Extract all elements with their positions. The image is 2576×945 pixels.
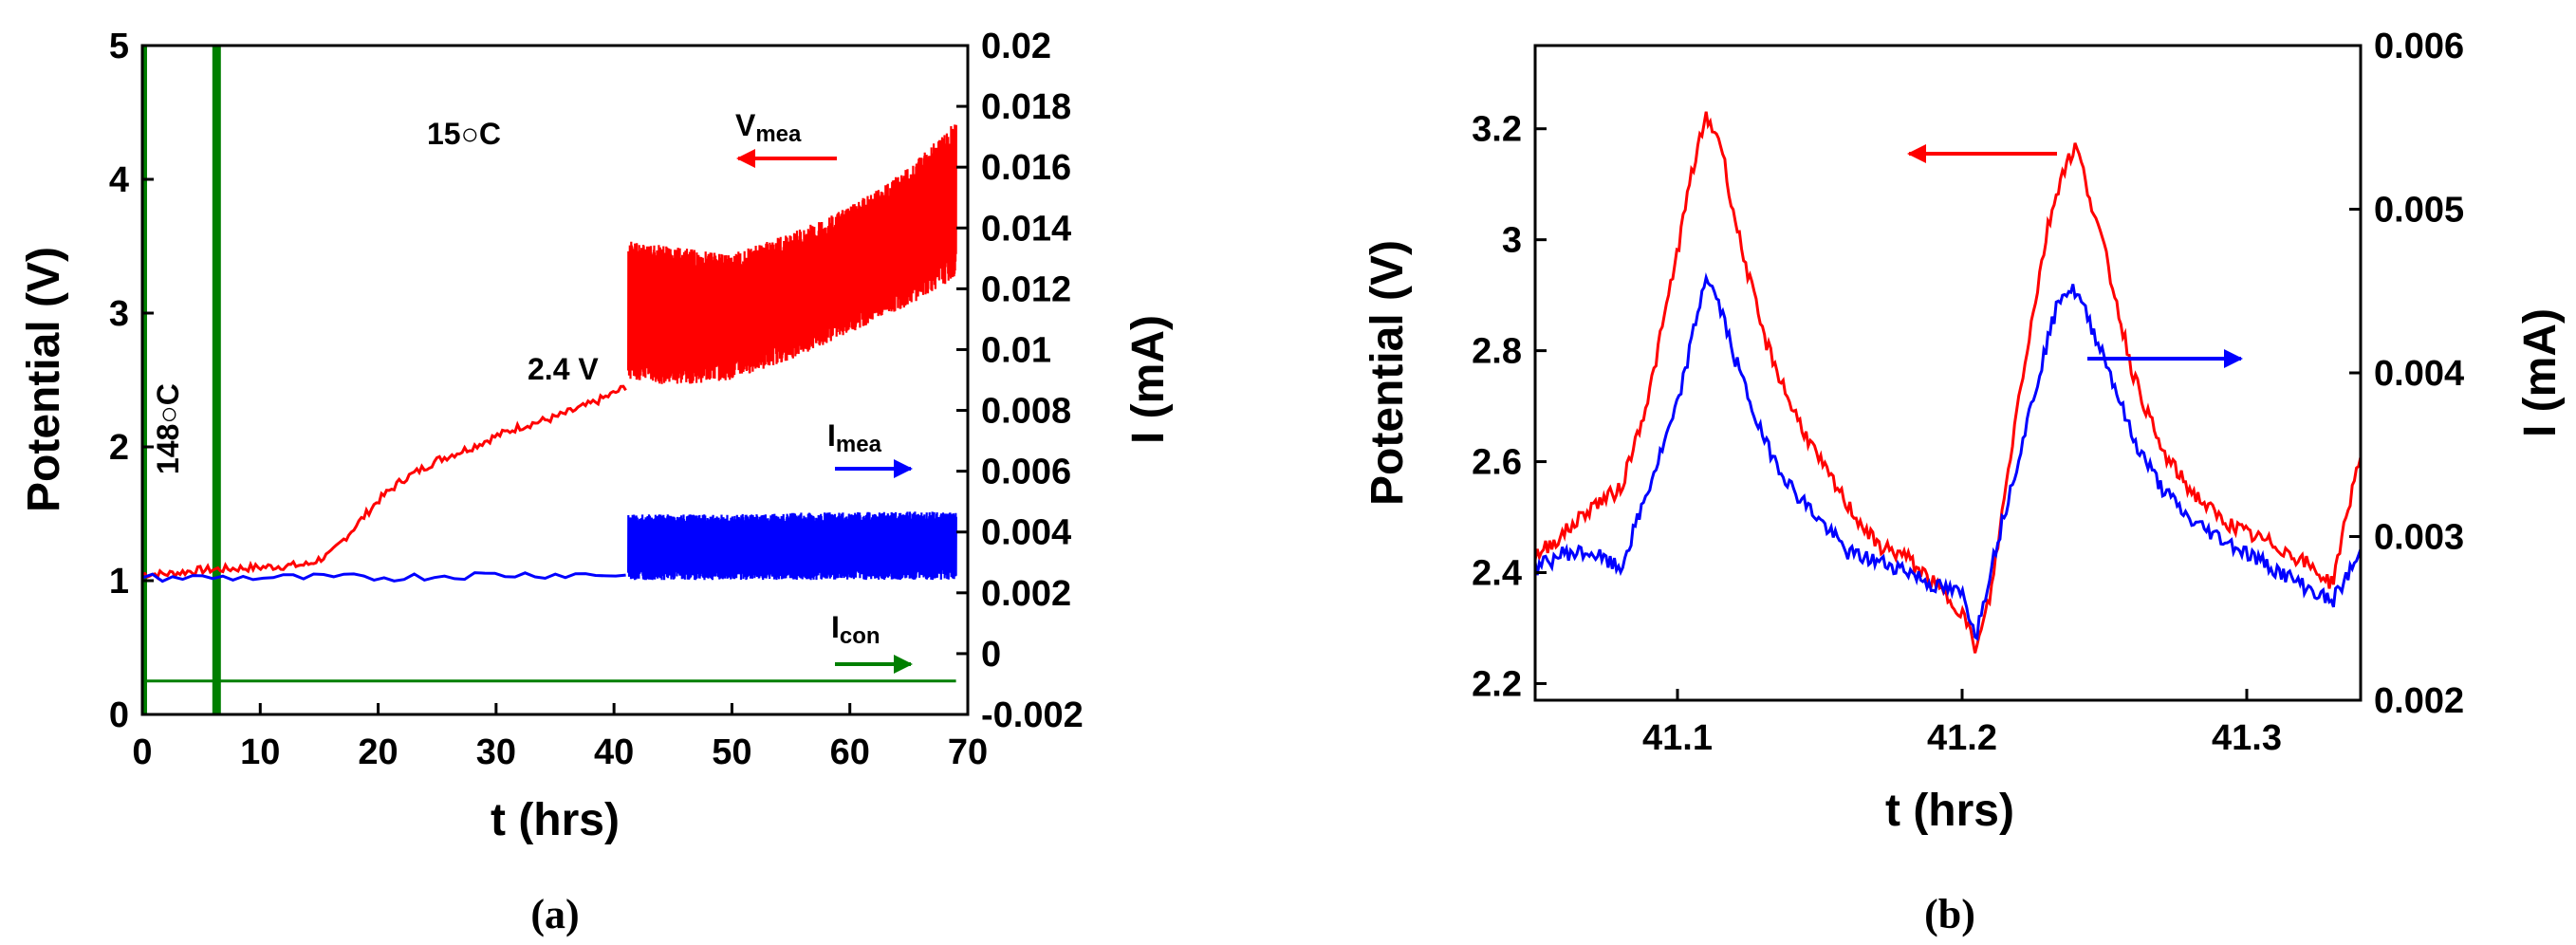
- panel-a-y2tick-label-2: 0.002: [981, 574, 1071, 614]
- panel-b-caption: (b): [1924, 891, 1975, 937]
- panel-a-xtick-label-3: 30: [476, 732, 516, 772]
- panel-a-xtick-label-0: 0: [132, 732, 152, 772]
- panel-b-ytick-label-3: 2.8: [1472, 332, 1522, 372]
- legend-icon-label: Icon: [831, 610, 880, 649]
- panel-a-ytick-label-4: 4: [109, 160, 129, 200]
- panel-a-xtick-label-6: 60: [830, 732, 870, 772]
- panel-a-y2tick-label-0: -0.002: [981, 695, 1084, 735]
- legend-icon: Icon: [831, 610, 913, 674]
- panel-b-ytick-label-0: 2.2: [1472, 664, 1522, 704]
- panel-a-xlabel: t (hrs): [491, 795, 620, 845]
- panel-a-ytick-label-0: 0: [109, 695, 129, 735]
- panel-a-y2tick-label-11: 0.02: [981, 27, 1051, 66]
- panel-a-xtick-label-4: 40: [594, 732, 634, 772]
- panel-b-ytick-label-5: 3.2: [1472, 110, 1522, 150]
- panel-b-plot: [1535, 111, 2361, 654]
- panel-a-ytick-label-3: 3: [109, 294, 129, 334]
- panel-a-y2tick-label-9: 0.016: [981, 148, 1071, 188]
- panel-b-y2label: I (mA): [2515, 308, 2566, 437]
- legend-vmea: Vmea: [735, 108, 837, 168]
- start-temperature-annotation: 148○C: [151, 383, 185, 474]
- panel-b-ticks: 2.2 2.4 2.6 2.8 3 3.2 0.002 0.003 0.004 0.005 0.00…: [1472, 27, 2464, 758]
- panel-b-y2tick-label-4: 0.006: [2374, 27, 2464, 66]
- panel-b-series-1-line: [1535, 271, 2361, 641]
- legend-imea: Imea: [827, 418, 913, 478]
- panel-a-xtick-label-5: 50: [712, 732, 751, 772]
- panel-a: 0 1 2 3 4 5 -0.002 0 0.002 0.004 0.006 0.008 0.01 0.0…: [19, 27, 1174, 937]
- panel-b-y2tick-label-1: 0.003: [2374, 518, 2464, 558]
- legend-vmea-label: Vmea: [735, 108, 802, 147]
- panel-a-y2tick-label-1: 0: [981, 635, 1001, 675]
- panel-a-plot: [142, 46, 957, 714]
- voltage-annotation: 2.4 V: [528, 352, 599, 386]
- panel-a-series-0-line: [142, 384, 627, 581]
- panel-a-xtick-label-2: 20: [358, 732, 398, 772]
- panel-b-xtick-label-1: 41.2: [1927, 718, 1997, 758]
- panel-a-y2tick-label-6: 0.01: [981, 330, 1051, 370]
- panel-a-series-2-line: [142, 571, 626, 584]
- panel-a-y2tick-label-10: 0.018: [981, 87, 1071, 127]
- panel-a-series-1-band: [627, 124, 957, 384]
- panel-b-ylabel: Potential (V): [1362, 240, 1413, 506]
- panel-b-xtick-label-0: 41.1: [1642, 718, 1713, 758]
- panel-a-frame: [140, 44, 970, 716]
- panel-b-series-0-line: [1535, 111, 2361, 654]
- panel-a-y2tick-label-8: 0.014: [981, 209, 1071, 249]
- panel-a-ytick-label-1: 1: [109, 562, 129, 602]
- panel-a-series-3-band: [627, 511, 957, 581]
- temperature-annotation: 15○C: [427, 117, 501, 151]
- panel-a-ytick-label-5: 5: [109, 27, 129, 66]
- panel-a-ytick-label-2: 2: [109, 428, 129, 468]
- panel-b-xlabel: t (hrs): [1885, 786, 2014, 836]
- panel-a-series: [142, 46, 957, 714]
- panel-b-y2tick-label-3: 0.005: [2374, 191, 2464, 231]
- panel-a-y2tick-label-5: 0.008: [981, 392, 1071, 432]
- panel-b-ytick-label-1: 2.4: [1472, 554, 1522, 594]
- panel-a-y2tick-label-7: 0.012: [981, 269, 1071, 309]
- panel-a-y2label: I (mA): [1123, 315, 1174, 444]
- panel-b-xtick-label-2: 41.3: [2212, 718, 2282, 758]
- panel-b-y2tick-label-0: 0.002: [2374, 681, 2464, 721]
- panel-a-ticks: 0 1 2 3 4 5 -0.002 0 0.002 0.004 0.006 0.008 0.01 0.0…: [109, 27, 1084, 772]
- panel-b-y2tick-label-2: 0.004: [2374, 354, 2464, 394]
- panel-a-caption: (a): [530, 891, 579, 937]
- panel-a-xtick-label-7: 70: [948, 732, 988, 772]
- panel-a-ylabel: Potential (V): [19, 247, 69, 512]
- panel-b: 2.2 2.4 2.6 2.8 3 3.2 0.002 0.003 0.004 0.005 0.00…: [1362, 27, 2566, 937]
- panel-b-ytick-label-2: 2.6: [1472, 443, 1522, 483]
- legend-imea-label: Imea: [827, 418, 882, 457]
- panel-a-y2tick-label-4: 0.006: [981, 453, 1071, 492]
- panel-a-y2tick-label-3: 0.004: [981, 513, 1071, 553]
- panel-a-xtick-label-1: 10: [240, 732, 280, 772]
- panel-b-series: [1535, 111, 2361, 654]
- panel-b-ytick-label-4: 3: [1502, 221, 1522, 261]
